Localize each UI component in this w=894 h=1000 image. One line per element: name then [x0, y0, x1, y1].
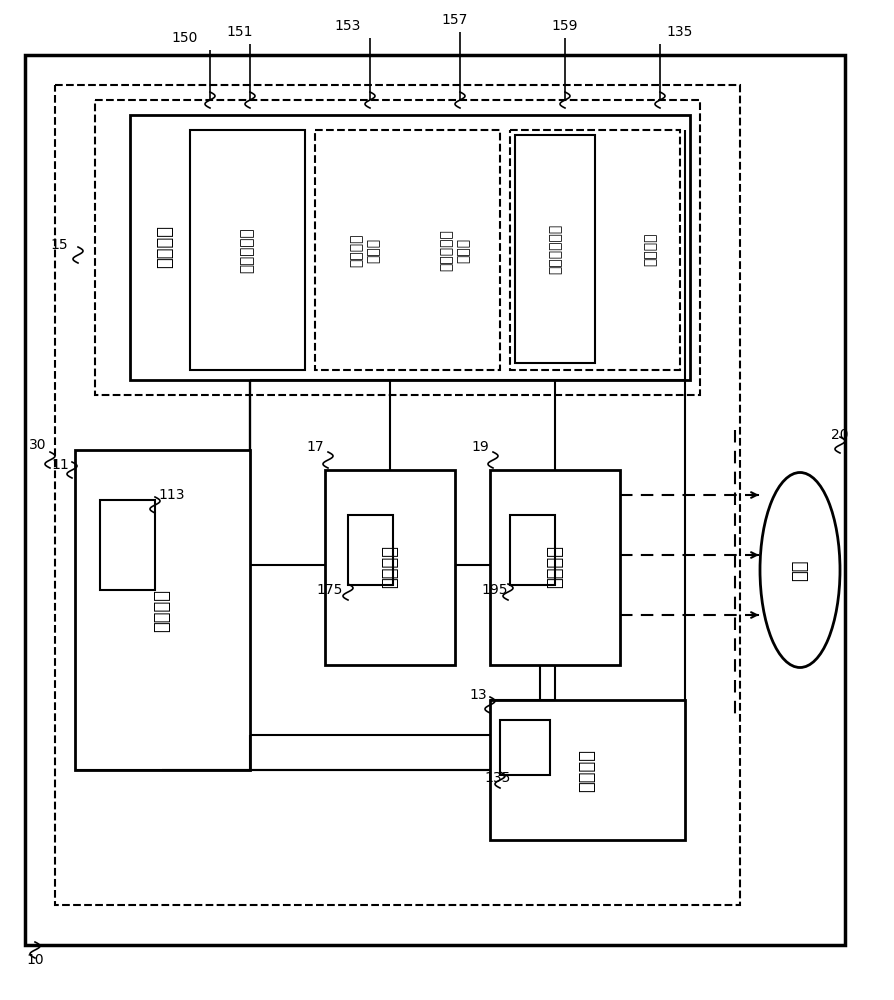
Text: 30: 30 [30, 438, 46, 452]
Text: 频谱指示讯号: 频谱指示讯号 [547, 224, 561, 274]
Bar [510, 515, 554, 585]
Text: 射频单元: 射频单元 [545, 546, 563, 588]
Text: 150: 150 [172, 31, 198, 45]
Text: 感测讯号: 感测讯号 [642, 232, 656, 266]
Bar [130, 115, 689, 380]
Text: 151: 151 [226, 25, 253, 39]
Bar [348, 515, 392, 585]
Bar [325, 470, 454, 665]
Text: 135: 135 [666, 25, 693, 39]
Bar [514, 135, 595, 363]
Text: 113: 113 [158, 488, 185, 502]
Bar [100, 500, 155, 590]
Text: 10: 10 [26, 953, 44, 967]
Text: 11: 11 [51, 458, 69, 472]
Bar [25, 55, 844, 945]
Bar [95, 100, 699, 395]
Text: 195: 195 [481, 583, 508, 597]
Text: 患者: 患者 [790, 559, 808, 581]
Text: 175: 175 [316, 583, 342, 597]
Text: 干细胞数
报参数: 干细胞数 报参数 [350, 233, 380, 267]
Text: 20: 20 [831, 428, 848, 442]
Bar [315, 130, 500, 370]
Bar [75, 450, 249, 770]
Text: 159: 159 [551, 19, 578, 33]
Text: 控制单元: 控制单元 [153, 588, 171, 632]
Text: 153: 153 [334, 19, 361, 33]
Bar [500, 720, 550, 775]
Bar [489, 700, 684, 840]
Bar [489, 470, 620, 665]
Bar [55, 85, 739, 905]
Text: 氧化压力指
标参数: 氧化压力指 标参数 [440, 229, 469, 271]
Ellipse shape [759, 473, 839, 668]
Text: 记忆单元: 记忆单元 [156, 226, 173, 268]
Text: 135: 135 [485, 771, 510, 785]
Text: 感测单元: 感测单元 [578, 748, 595, 792]
Text: 157: 157 [442, 13, 468, 27]
Text: 基频单元: 基频单元 [381, 546, 399, 588]
Text: 适应症数据: 适应症数据 [240, 227, 254, 273]
Text: 17: 17 [306, 440, 324, 454]
Text: 15: 15 [50, 238, 68, 252]
Text: 19: 19 [470, 440, 488, 454]
Bar [190, 130, 305, 370]
Bar [510, 130, 679, 370]
Text: 13: 13 [468, 688, 486, 702]
